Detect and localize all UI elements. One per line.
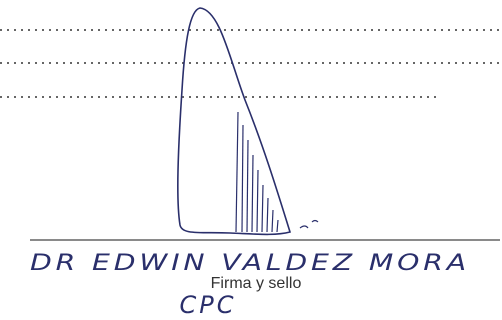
handwritten-name: DR EDWIN VALDEZ MORA xyxy=(30,251,470,276)
signature-dots xyxy=(299,219,319,229)
signature-hatching xyxy=(235,111,279,233)
signature-label: Firma y sello xyxy=(211,275,302,292)
signature-loop xyxy=(177,7,292,236)
handwritten-note: CPC xyxy=(180,291,237,319)
